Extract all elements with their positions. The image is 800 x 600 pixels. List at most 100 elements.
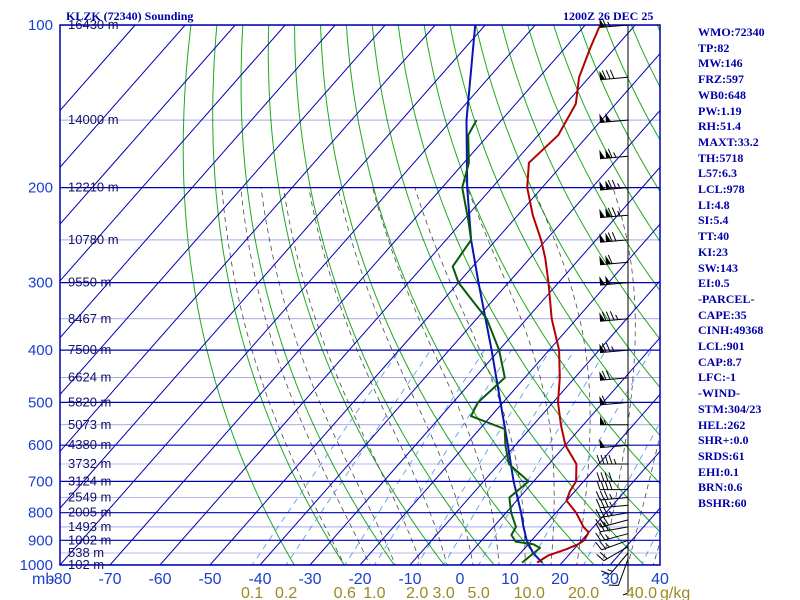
wind-barb-feather [595, 532, 602, 542]
dry-adiabat-line [501, 25, 660, 340]
height-label: 16430 m [68, 17, 119, 32]
moist-adiabat-line [283, 187, 422, 565]
wind-barb [599, 148, 629, 160]
wind-barb-half-feather [608, 510, 613, 516]
index-item: LI:4.8 [698, 197, 730, 212]
pressure-tick-label: 900 [28, 532, 53, 549]
temperature-tick-label: 30 [601, 571, 619, 588]
isotherm-line [309, 166, 660, 565]
wind-barb [599, 438, 629, 449]
wind-barb-feather [599, 552, 608, 560]
temperature-line [526, 25, 602, 564]
wind-barb-pennant [599, 395, 606, 405]
height-label: 6624 m [68, 370, 111, 385]
mixing-ratio-label: 0.2 [275, 585, 297, 600]
wind-barb-feather [596, 480, 601, 490]
mixing-ratio-line [443, 349, 575, 565]
wind-barb-feather [609, 311, 615, 321]
pressure-tick-label: 700 [28, 473, 53, 490]
pressure-tick-label: 200 [28, 180, 53, 197]
wind-barb [599, 232, 629, 243]
wind-barb-feather [595, 498, 601, 508]
isotherm-line [60, 25, 336, 339]
isotherm-line [60, 25, 386, 396]
isotherm-line [60, 25, 486, 509]
wind-barb-staff [600, 526, 629, 533]
height-label: 9550 m [68, 275, 111, 290]
wind-barb-half-feather [607, 569, 613, 572]
wind-barb-half-feather [622, 592, 629, 596]
temperature-tick-label: -60 [148, 571, 171, 588]
index-item: SRDS:61 [698, 448, 745, 463]
temperature-tick-label: -80 [48, 571, 71, 588]
wind-barb-half-feather [617, 183, 621, 189]
wind-barb-feather [595, 508, 601, 518]
wind-barb-pennant [600, 415, 605, 425]
index-item: MW:146 [698, 56, 743, 71]
wind-barb-pennant [605, 180, 612, 190]
height-label: 3124 m [68, 473, 111, 488]
wind-barb-feather [600, 454, 605, 465]
isotherm-line [60, 25, 536, 565]
mixing-ratio-label: 2.0 [406, 585, 428, 600]
wind-barb-feather [596, 472, 601, 482]
sounding-time: 1200Z 26 DEC 25 [563, 9, 654, 23]
dry-adiabat-line [371, 25, 645, 565]
index-item: SI:5.4 [698, 213, 729, 228]
isotherm-line [459, 336, 660, 565]
dry-adiabat-line [397, 25, 660, 533]
wind-barb-feather [603, 507, 609, 517]
wind-barb-feather [603, 516, 610, 526]
wind-barb-feather [601, 370, 607, 380]
isotherm-line [159, 25, 636, 565]
wind-barb-pennant [599, 181, 606, 190]
index-item: EI:0.5 [698, 276, 730, 291]
moist-adiabat-line [414, 187, 526, 565]
height-label: 14000 m [68, 112, 119, 127]
wind-barb [595, 531, 629, 542]
parcel-path-line [465, 25, 543, 564]
wind-barb-staff [600, 512, 629, 518]
isotherm-line [559, 450, 660, 565]
pressure-tick-label: 100 [28, 17, 53, 34]
index-item: CAPE:35 [698, 307, 747, 322]
index-item: WMO:72340 [698, 25, 765, 39]
dry-adiabat-line [240, 25, 395, 565]
dry-adiabat-line [319, 25, 545, 565]
wind-barb [599, 254, 629, 266]
mixing-ratio-unit-label: g/kg [660, 585, 690, 600]
moist-adiabat-line [240, 187, 371, 565]
wind-barb-staff [600, 401, 629, 406]
moist-adiabat-line [221, 187, 345, 565]
wind-barb-pennant [599, 371, 606, 381]
index-item: -WIND- [698, 386, 740, 401]
wind-barb-half-feather [613, 152, 617, 158]
wind-barb-feather [608, 480, 613, 490]
temperature-tick-label: -40 [248, 571, 271, 588]
index-item: TT:40 [698, 229, 730, 244]
wind-barb-staff [603, 546, 629, 562]
dry-adiabat-line [182, 25, 295, 565]
wind-barb [599, 113, 629, 123]
dry-adiabat-line [267, 25, 445, 565]
wind-barb-pennant [599, 18, 606, 28]
height-label: 8467 m [68, 311, 111, 326]
height-label: 538 m [68, 545, 104, 560]
temperature-tick-label: -10 [398, 571, 421, 588]
index-item: LCL:901 [698, 339, 745, 354]
wind-barb-half-feather [609, 501, 613, 507]
index-item: BSHR:60 [698, 496, 747, 511]
index-item: TP:82 [698, 40, 730, 55]
temperature-tick-label: 0 [456, 571, 465, 588]
pressure-tick-label: 800 [28, 505, 53, 522]
dry-adiabat-line [780, 13, 800, 576]
sounding-title: KLZK (72340) Sounding [66, 9, 194, 23]
wind-barb-pennant [599, 113, 606, 123]
wind-barb-feather [599, 517, 606, 527]
temperature-tick-label: -30 [298, 571, 321, 588]
wind-barb [596, 454, 628, 465]
index-item: CAP:8.7 [698, 354, 742, 369]
wind-barb-staff [600, 377, 629, 381]
wind-barb-feather [605, 342, 611, 352]
